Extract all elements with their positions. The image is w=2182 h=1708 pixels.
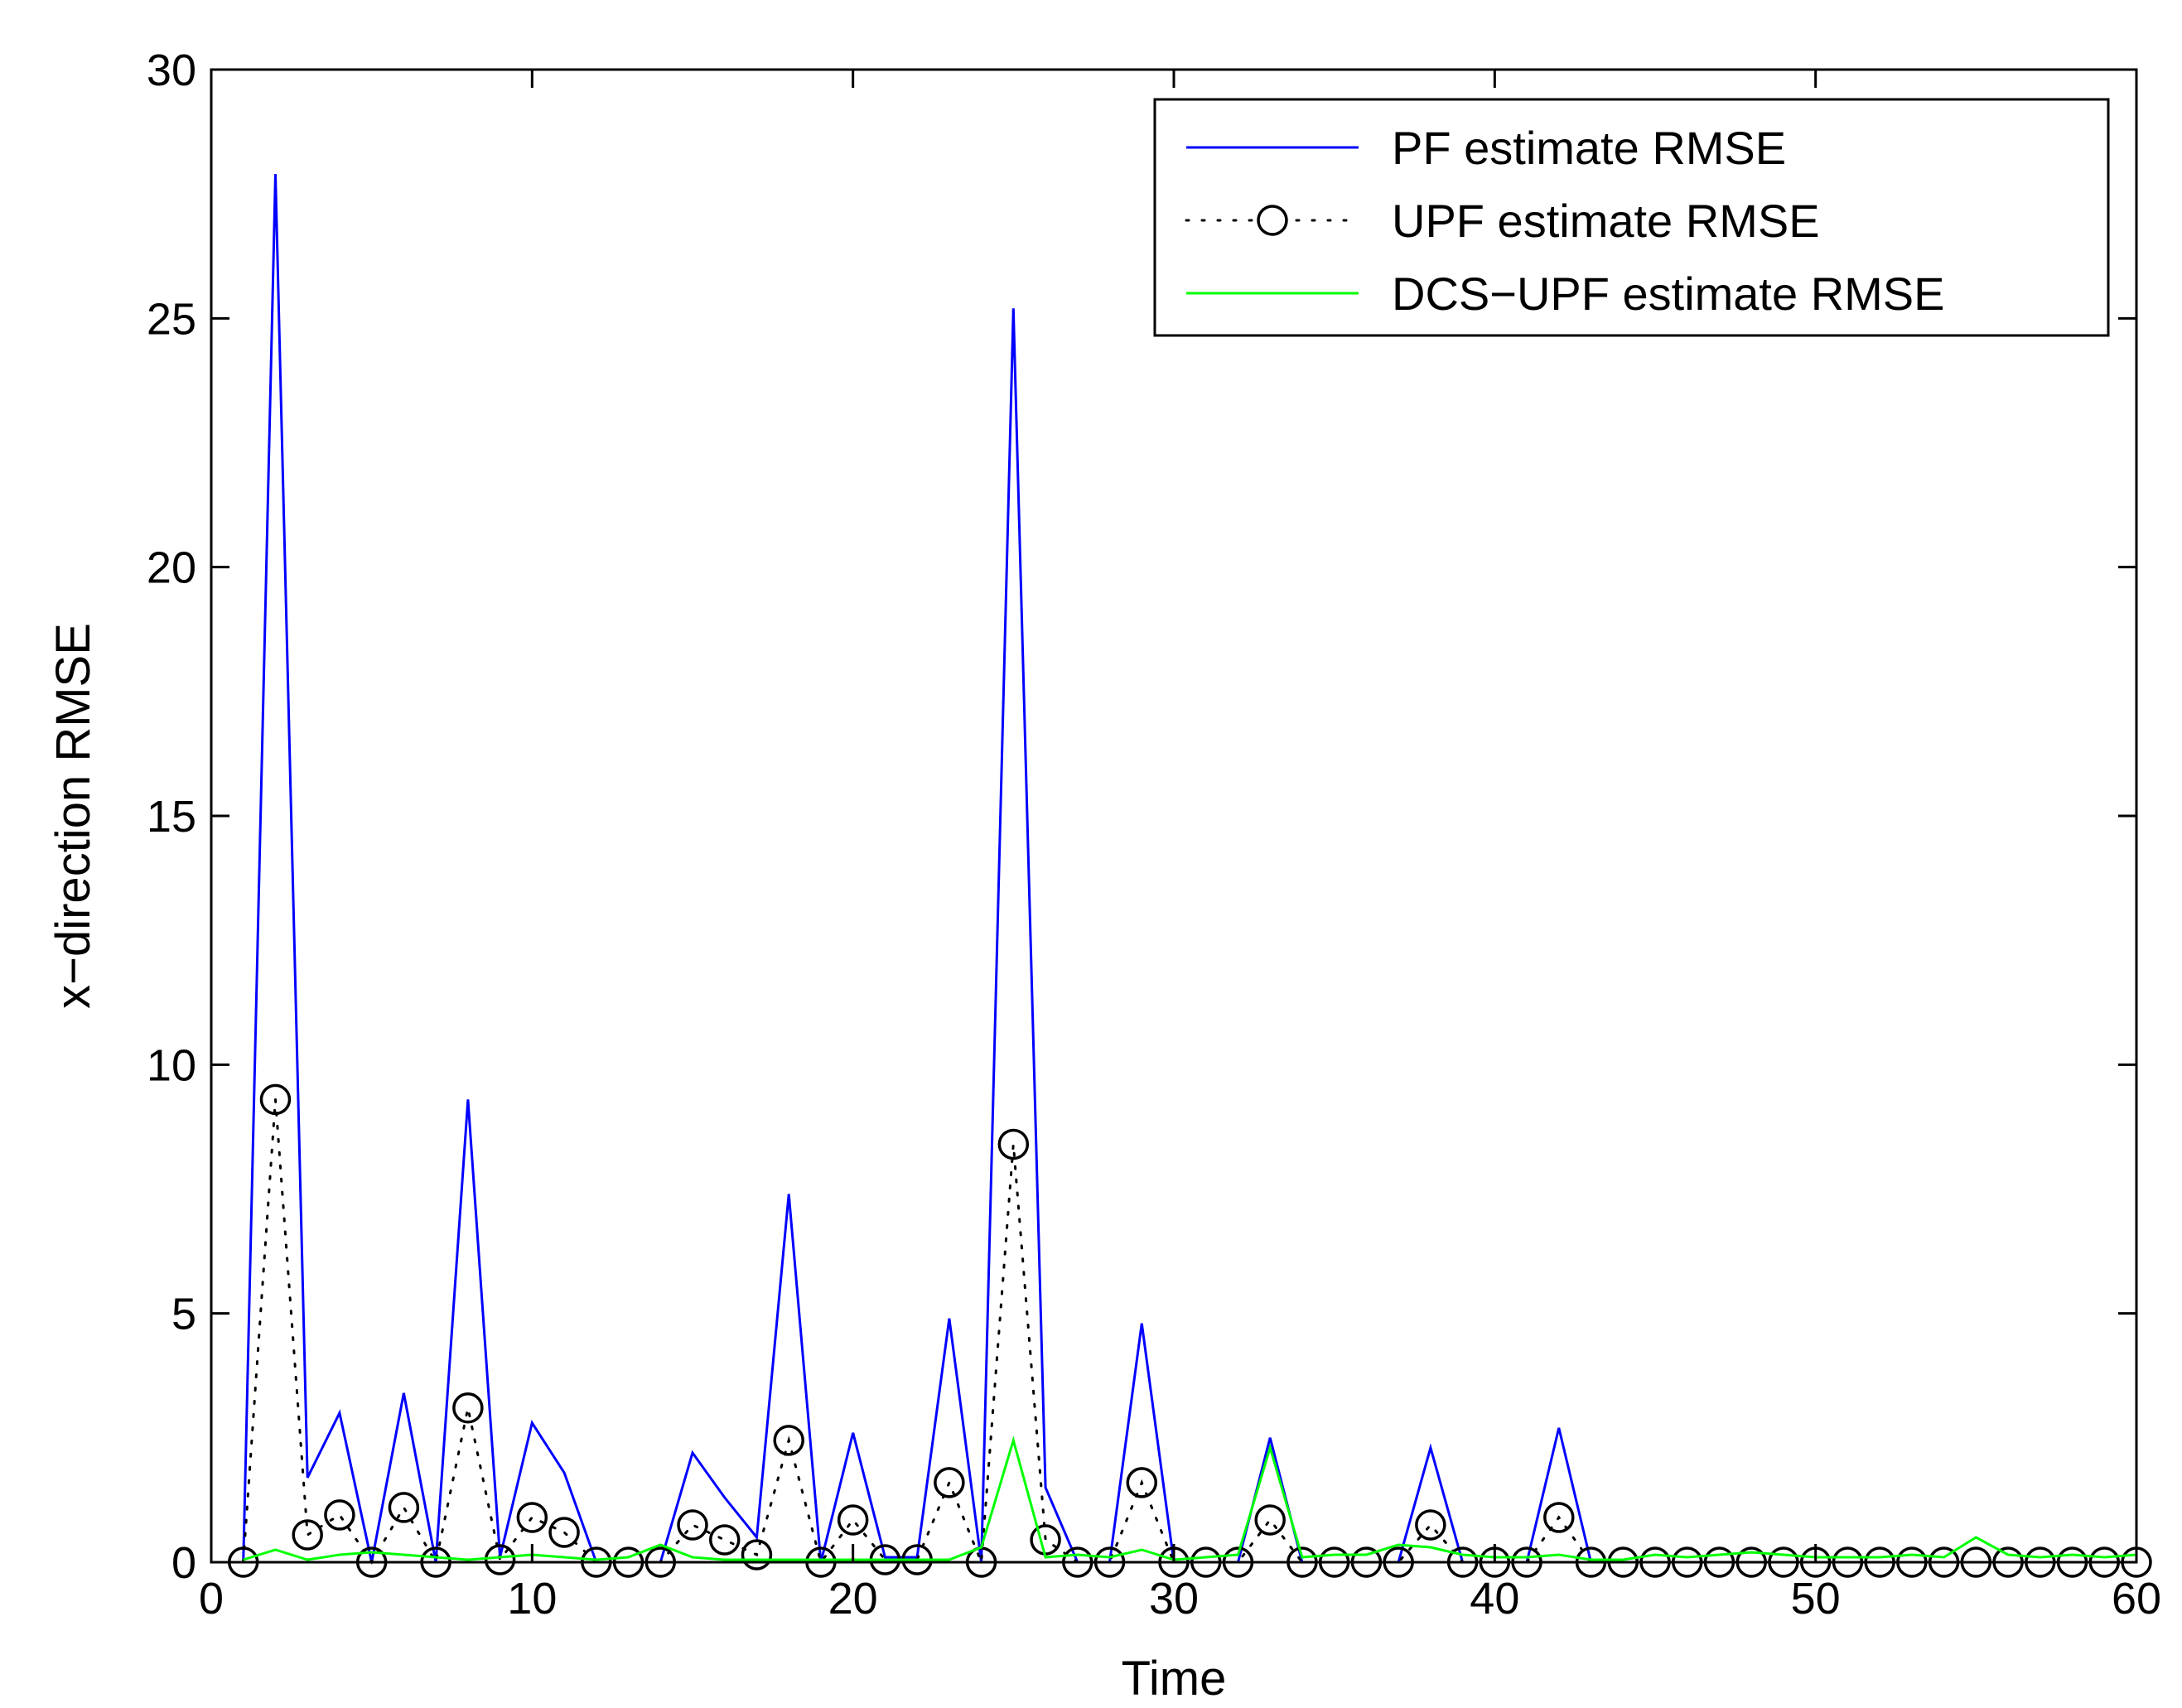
x-tick-label: 20 <box>828 1574 878 1624</box>
legend-entry: DCS−UPF estimate RMSE <box>1186 268 1945 320</box>
data-point-upf <box>1543 1502 1575 1533</box>
y-tick-label: 10 <box>147 1040 196 1090</box>
data-point-upf <box>1254 1504 1286 1536</box>
x-axis-title: Time <box>1122 1652 1227 1706</box>
legend-box <box>1153 98 2110 337</box>
x-tick-label: 40 <box>1470 1574 1519 1624</box>
data-point-upf <box>548 1517 580 1548</box>
data-point-upf <box>934 1467 965 1498</box>
x-tick-label: 0 <box>199 1574 224 1624</box>
y-axis-title: x−direction RMSE <box>46 623 100 1009</box>
legend-label: UPF estimate RMSE <box>1392 195 1820 247</box>
data-point-upf <box>452 1392 484 1424</box>
x-tick-label: 50 <box>1791 1574 1841 1624</box>
legend-label: DCS−UPF estimate RMSE <box>1392 268 1945 320</box>
data-point-upf <box>1126 1467 1158 1498</box>
data-point-upf <box>773 1425 804 1456</box>
legend-entry: UPF estimate RMSE <box>1185 195 1820 247</box>
y-tick-label: 25 <box>147 294 196 344</box>
data-point-upf <box>708 1524 741 1556</box>
ticks-layer: 0 10 20 30 40 50 60 0 5 10 15 20 25 30 <box>147 46 2161 1624</box>
data-point-upf <box>516 1502 548 1533</box>
y-tick-label: 15 <box>147 792 196 842</box>
legend-swatch-marker <box>1257 205 1288 236</box>
data-point-upf <box>677 1509 708 1541</box>
series-line-dcs-upf <box>243 1435 2137 1561</box>
data-point-upf <box>1415 1509 1446 1541</box>
x-tick-label: 60 <box>2112 1574 2161 1624</box>
legend-entry: PF estimate RMSE <box>1186 122 1786 174</box>
data-point-upf <box>997 1128 1030 1160</box>
y-tick-label: 0 <box>171 1538 196 1588</box>
y-tick-label: 20 <box>147 543 196 593</box>
x-tick-label: 30 <box>1149 1574 1199 1624</box>
data-point-upf <box>837 1504 869 1536</box>
legend: PF estimate RMSE UPF estimate RMSE DCS−UPF… <box>1153 98 2110 337</box>
data-point-upf <box>388 1492 420 1523</box>
x-tick-label: 10 <box>507 1574 557 1624</box>
y-tick-label: 5 <box>171 1290 196 1339</box>
legend-label: PF estimate RMSE <box>1392 122 1786 174</box>
data-point-upf <box>741 1539 773 1570</box>
data-point-upf <box>324 1499 355 1531</box>
data-point-upf <box>484 1544 516 1575</box>
data-point-upf <box>292 1519 323 1551</box>
y-tick-label: 30 <box>147 46 196 95</box>
data-point-upf <box>259 1083 292 1116</box>
